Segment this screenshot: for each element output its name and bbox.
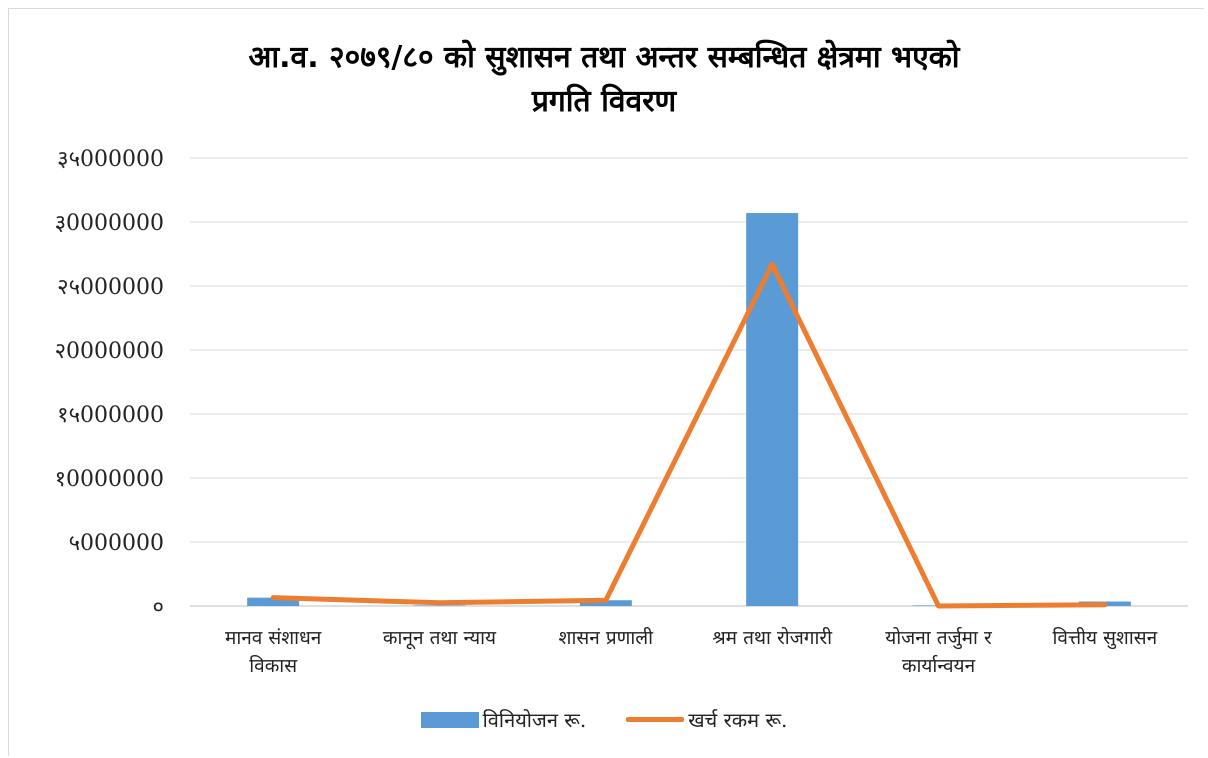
x-tick-label: श्रम तथा रोजगारी <box>712 626 833 649</box>
y-tick-label: २५000000 <box>57 275 164 300</box>
legend-item-expense: खर्च रकम रू. <box>626 706 787 733</box>
x-tick-label-line: कार्यान्वयन <box>902 654 976 677</box>
y-tick-label: १0000000 <box>55 467 164 492</box>
x-tick-label: वित्तीय सुशासन <box>1052 626 1157 650</box>
y-tick-label: ० <box>153 595 164 620</box>
x-tick-label-line: मानव संशाधन <box>225 627 322 649</box>
bar-allocation-0 <box>247 597 300 606</box>
line-series <box>270 261 1108 609</box>
bar-allocation-3 <box>746 213 799 607</box>
x-tick-label-line: योजना तर्जुमा र <box>885 626 993 650</box>
legend-label-expense: खर्च रकम रू. <box>688 708 788 732</box>
y-tick-label: २0000000 <box>55 339 164 364</box>
bar-allocation-2 <box>579 600 632 606</box>
gridlines <box>190 157 1188 607</box>
y-tick-label: १५000000 <box>57 403 164 428</box>
chart-title-line-2: प्रगति विवरण <box>531 84 677 119</box>
line-expense <box>270 261 1108 609</box>
x-axis-tick-labels: मानव संशाधन विकास कानून तथा न्याय शासन प्रण… <box>225 626 1158 677</box>
legend-label-allocation: विनियोजन रू. <box>482 708 587 732</box>
x-tick-label: कानून तथा न्याय <box>383 627 497 650</box>
chart-title: आ.व. २०७९/८० को सुशासन तथा अन्तर सम्बन्ध… <box>0 36 1208 124</box>
chart-title-line-1: आ.व. २०७९/८० को सुशासन तथा अन्तर सम्बन्ध… <box>248 40 960 75</box>
legend-swatch-line <box>626 717 685 722</box>
x-tick-label-line: श्रम तथा रोजगारी <box>712 626 833 649</box>
x-tick-label-line: विकास <box>249 654 298 677</box>
legend-item-allocation: विनियोजन रू. <box>420 706 587 733</box>
bar-allocation-1 <box>413 605 466 606</box>
x-tick-label: योजना तर्जुमा र कार्यान्वयन <box>885 626 993 677</box>
y-tick-label: ३0000000 <box>55 211 164 236</box>
chart-plot: ० ५000000 १0000000 १५000000 २0000000 २५000000… <box>55 147 1188 677</box>
y-tick-label: ५000000 <box>69 531 164 556</box>
y-tick-label: ३५000000 <box>57 147 164 172</box>
legend-swatch-bar <box>420 711 479 728</box>
y-axis-tick-labels: ० ५000000 १0000000 १५000000 २0000000 २५000000… <box>55 147 164 620</box>
bar-series <box>247 213 1131 607</box>
x-tick-label-line: कानून तथा न्याय <box>383 627 497 650</box>
x-tick-label-line: शासन प्रणाली <box>559 626 655 649</box>
legend: विनियोजन रू. खर्च रकम रू. <box>0 706 1208 733</box>
chart-frame <box>8 8 1204 756</box>
x-tick-label: शासन प्रणाली <box>559 626 655 649</box>
x-tick-label: मानव संशाधन विकास <box>225 627 322 677</box>
x-tick-label-line: वित्तीय सुशासन <box>1052 626 1157 650</box>
